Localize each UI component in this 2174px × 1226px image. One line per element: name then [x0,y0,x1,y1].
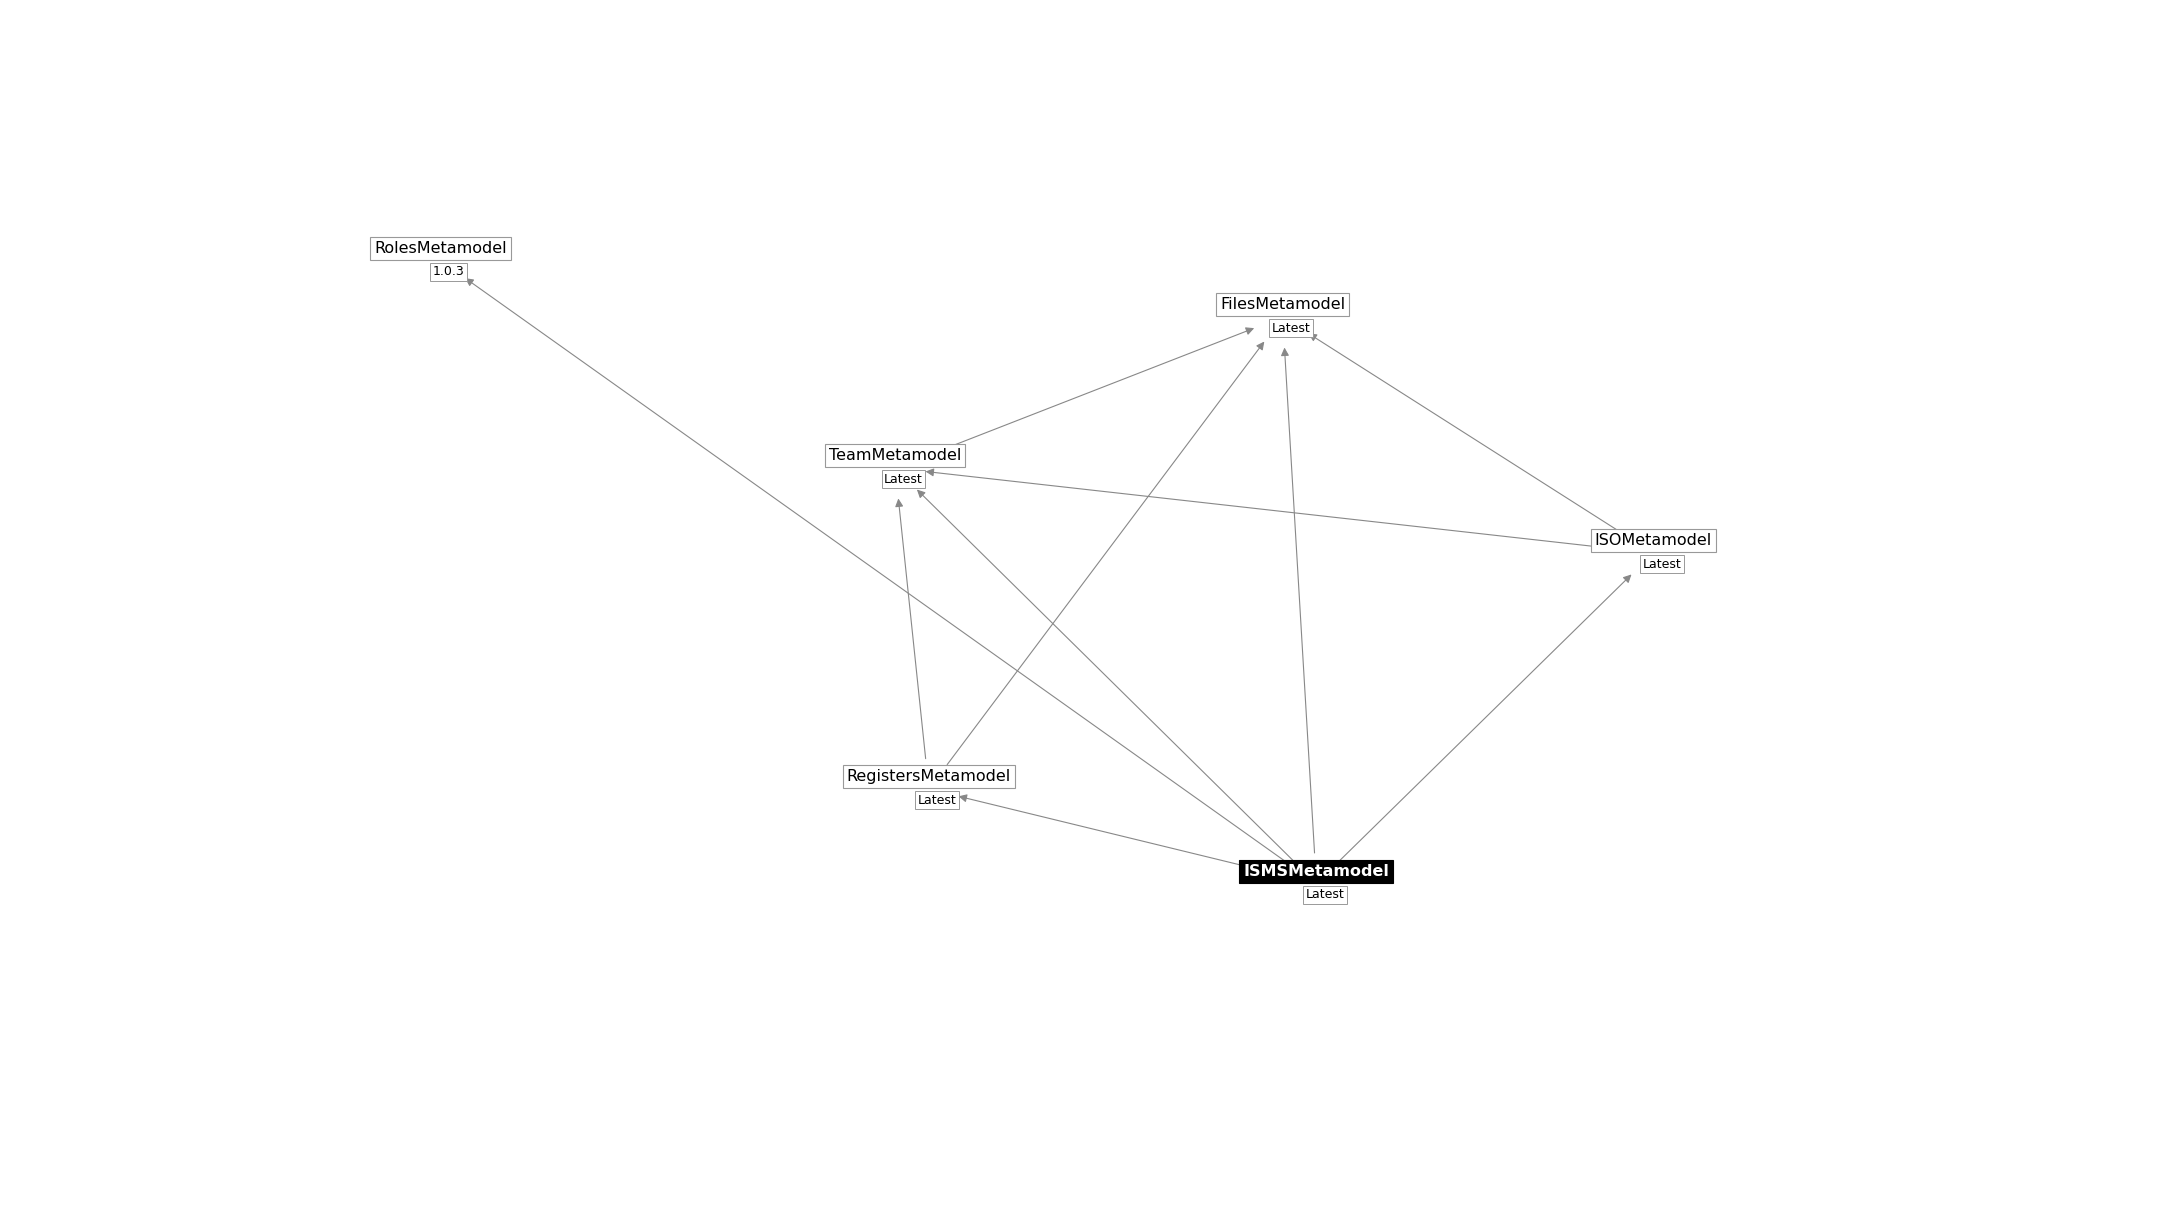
Text: 1.0.3: 1.0.3 [433,265,465,278]
Text: Latest: Latest [1304,888,1344,901]
Text: Latest: Latest [917,793,957,807]
Text: ISOMetamodel: ISOMetamodel [1596,533,1711,548]
Text: TeamMetamodel: TeamMetamodel [828,449,961,463]
Text: Latest: Latest [885,473,924,485]
Text: Latest: Latest [1641,558,1681,571]
Text: Latest: Latest [1272,321,1311,335]
Text: FilesMetamodel: FilesMetamodel [1220,298,1346,313]
Text: RegistersMetamodel: RegistersMetamodel [846,770,1011,785]
Text: RolesMetamodel: RolesMetamodel [374,240,507,256]
Text: ISMSMetamodel: ISMSMetamodel [1244,864,1389,879]
